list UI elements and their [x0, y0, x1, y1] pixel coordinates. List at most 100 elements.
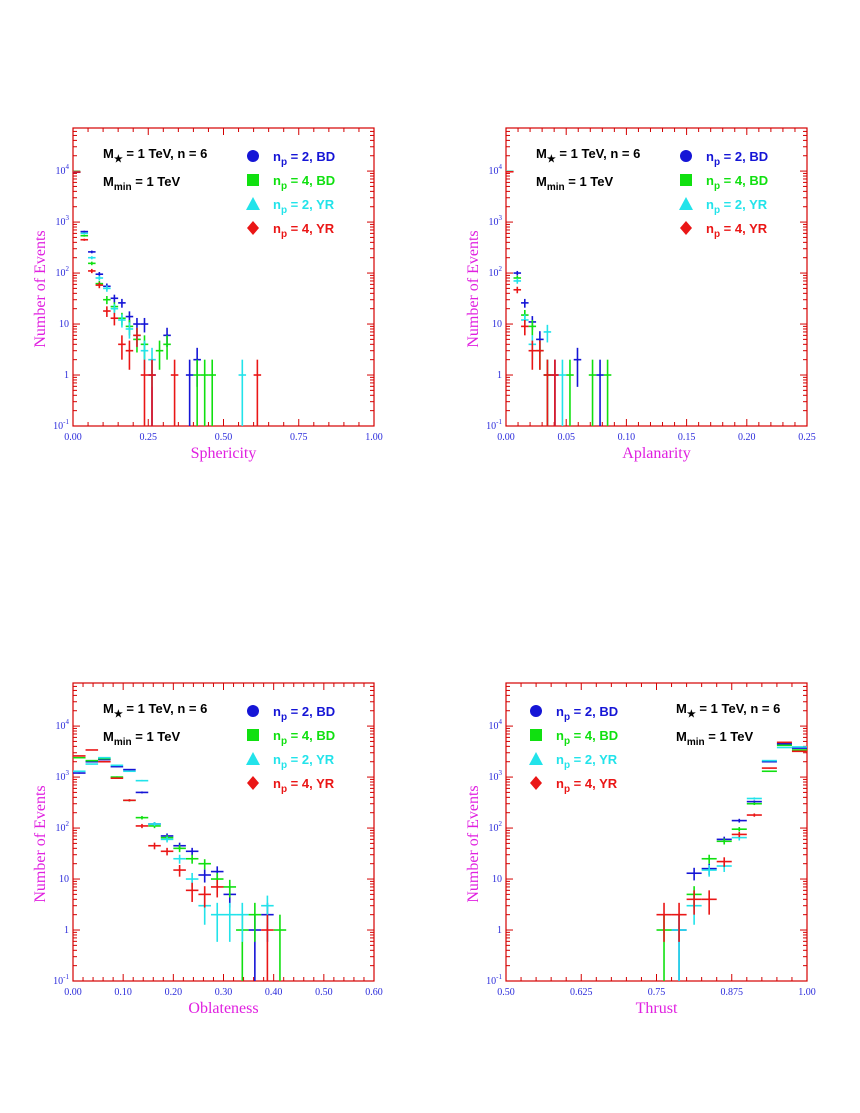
x-tick-label: 1.00	[365, 432, 383, 443]
x-tick-label: 0.10	[114, 987, 132, 998]
series-3	[73, 171, 262, 426]
legend-label: np = 2, BD	[556, 704, 618, 723]
annotation-mmin: Mmin = 1 TeV	[536, 174, 613, 193]
x-tick-label: 0.05	[557, 432, 575, 443]
y-tick-label: 103	[56, 769, 70, 783]
y-tick-label: 10-1	[486, 418, 502, 432]
legend-label: np = 4, YR	[273, 776, 335, 795]
y-tick-label: 103	[489, 214, 503, 228]
legend-label: np = 4, YR	[556, 776, 618, 795]
x-tick-label: 0.10	[618, 432, 636, 443]
legend-label: np = 4, BD	[273, 173, 335, 192]
x-tick-label: 0.30	[215, 987, 233, 998]
y-tick-label: 102	[489, 820, 503, 834]
y-tick-label: 10-1	[53, 418, 69, 432]
x-tick-label: 0.00	[64, 432, 82, 443]
series-3	[656, 741, 807, 942]
plot-frame	[505, 127, 808, 427]
annotation-mmin: Mmin = 1 TeV	[103, 174, 180, 193]
y-tick-label: 1	[497, 370, 502, 381]
legend-label: np = 2, YR	[273, 197, 335, 216]
legend-marker-circle	[247, 705, 259, 717]
y-tick-label: 10-1	[486, 973, 502, 987]
annotation-mmin: Mmin = 1 TeV	[676, 729, 753, 748]
x-tick-label: 0.00	[64, 987, 82, 998]
series-3	[73, 749, 274, 981]
y-tick-label: 1	[497, 925, 502, 936]
series-1	[73, 170, 216, 426]
y-tick-label: 102	[56, 820, 70, 834]
legend-marker-triangle	[246, 197, 260, 210]
legend: np = 2, BD np = 4, BD np = 2, YR np = 4, YR	[246, 704, 335, 795]
legend-label: np = 4, BD	[273, 728, 335, 747]
y-tick-label: 104	[489, 163, 503, 177]
y-tick-label: 10	[59, 874, 69, 885]
legend-label: np = 2, YR	[273, 752, 335, 771]
legend-marker-diamond	[247, 776, 259, 790]
legend: np = 2, BD np = 4, BD np = 2, YR np = 4, YR	[679, 149, 768, 240]
x-tick-label: 0.40	[265, 987, 283, 998]
x-tick-label: 0.15	[678, 432, 696, 443]
legend-marker-triangle	[529, 752, 543, 765]
y-axis-title: Number of Events	[32, 785, 49, 902]
panel-aplanarity: 10-1 1 10 102 103 104 0.00 0.05 0.10 0.15 0.20 0.25…	[465, 127, 816, 462]
x-tick-label: 0.00	[497, 432, 515, 443]
legend-marker-square	[247, 729, 259, 741]
series-2	[73, 756, 274, 942]
y-tick-label: 10	[492, 874, 502, 885]
annotation-mstar: M★ = 1 TeV, n = 6	[536, 146, 640, 165]
legend-marker-circle	[247, 150, 259, 162]
annotation-mstar: M★ = 1 TeV, n = 6	[676, 701, 780, 720]
legend-marker-circle	[680, 150, 692, 162]
series-0	[671, 742, 807, 981]
legend: np = 2, BD np = 4, BD np = 2, YR np = 4, YR	[246, 149, 335, 240]
x-tick-label: 0.875	[721, 987, 744, 998]
x-tick-label: 0.50	[497, 987, 515, 998]
legend-label: np = 4, BD	[556, 728, 618, 747]
y-tick-label: 102	[56, 265, 70, 279]
legend-marker-triangle	[679, 197, 693, 210]
x-tick-label: 0.625	[570, 987, 593, 998]
legend-label: np = 2, BD	[273, 149, 335, 168]
x-tick-label: 0.50	[315, 987, 333, 998]
y-tick-label: 10	[59, 319, 69, 330]
panel-oblateness: 10-1 1 10 102 103 104 0.00 0.10 0.20 0.30 0.40 0.50…	[32, 682, 383, 1017]
annotation-mstar: M★ = 1 TeV, n = 6	[103, 701, 207, 720]
y-tick-label: 102	[489, 265, 503, 279]
y-tick-label: 10	[492, 319, 502, 330]
x-tick-label: 0.25	[798, 432, 816, 443]
legend-marker-triangle	[246, 752, 260, 765]
x-tick-label: 0.75	[290, 432, 308, 443]
legend-marker-diamond	[530, 776, 542, 790]
series-0	[73, 171, 201, 426]
series-2	[506, 170, 567, 426]
legend-marker-square	[247, 174, 259, 186]
y-tick-label: 103	[489, 769, 503, 783]
y-tick-label: 104	[489, 718, 503, 732]
annotation-mstar: M★ = 1 TeV, n = 6	[103, 146, 207, 165]
y-tick-label: 104	[56, 163, 70, 177]
x-axis-title: Oblateness	[188, 1000, 258, 1017]
legend-label: np = 2, BD	[273, 704, 335, 723]
legend-label: np = 2, YR	[706, 197, 768, 216]
annotation-mmin: Mmin = 1 TeV	[103, 729, 180, 748]
x-axis-title: Thrust	[636, 1000, 678, 1017]
plot-frame	[505, 682, 808, 982]
legend-marker-diamond	[680, 221, 692, 235]
legend-label: np = 4, YR	[273, 221, 335, 240]
series-2	[671, 746, 807, 981]
panel-thrust: 10-1 1 10 102 103 104 0.50 0.625 0.75 0.875 1.00 Th…	[465, 682, 816, 1017]
y-tick-label: 1	[64, 925, 69, 936]
series-1	[506, 170, 612, 426]
legend-label: np = 2, YR	[556, 752, 618, 771]
x-tick-label: 0.25	[140, 432, 158, 443]
x-tick-label: 0.60	[365, 987, 383, 998]
legend: np = 2, BD np = 4, BD np = 2, YR np = 4, YR	[529, 704, 618, 795]
x-tick-label: 0.50	[215, 432, 233, 443]
legend-marker-square	[680, 174, 692, 186]
x-axis-title: Sphericity	[191, 445, 257, 462]
x-tick-label: 0.20	[738, 432, 756, 443]
y-axis-title: Number of Events	[32, 230, 49, 347]
x-tick-label: 0.75	[648, 987, 666, 998]
y-axis-title: Number of Events	[465, 785, 482, 902]
